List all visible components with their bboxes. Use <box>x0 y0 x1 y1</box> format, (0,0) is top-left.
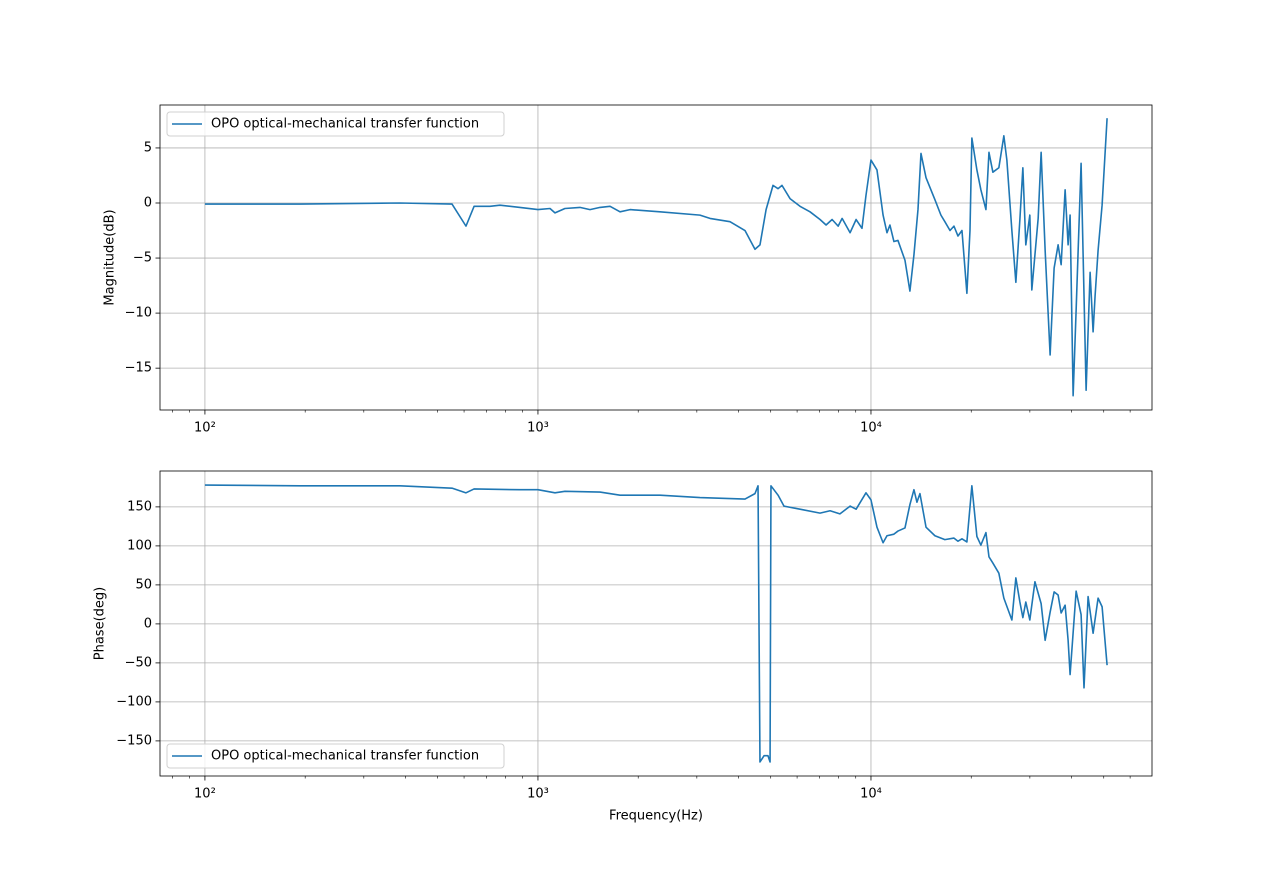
y-tick-label: 5 <box>144 140 152 155</box>
legend: OPO optical-mechanical transfer function <box>166 743 505 769</box>
legend: OPO optical-mechanical transfer function <box>166 111 505 137</box>
x-tick-label: 10² <box>194 421 216 436</box>
axes-frame <box>159 470 1153 777</box>
y-tick-label: 100 <box>127 538 152 553</box>
axes: 10² 10³ 10⁴ −150 −100 −50 0 50 100 150 Phase(deg) F… <box>93 470 1153 824</box>
y-tick-label: −10 <box>125 306 152 321</box>
x-tick-label: 10⁴ <box>860 421 882 436</box>
x-tick-label: 10² <box>194 787 216 802</box>
axes: 10² 10³ 10⁴ −15 −10 −5 0 5 Magnitude(dB) OPO opti… <box>103 104 1153 436</box>
y-tick-label: 50 <box>135 577 152 592</box>
x-tick-label: 10³ <box>527 421 549 436</box>
y-tick-label: 0 <box>144 195 152 210</box>
y-tick-label: 150 <box>127 499 152 514</box>
x-axis-label: Frequency(Hz) <box>609 809 703 824</box>
y-tick-label: −5 <box>133 251 152 266</box>
y-tick-label: 0 <box>144 616 152 631</box>
y-axis-label: Phase(deg) <box>93 587 108 660</box>
legend-label: OPO optical-mechanical transfer function <box>211 749 479 764</box>
legend-label: OPO optical-mechanical transfer function <box>211 117 479 132</box>
legend-box <box>166 111 505 137</box>
x-tick-label: 10³ <box>527 787 549 802</box>
data-line <box>204 118 1108 397</box>
axes-frame <box>159 104 1153 411</box>
y-tick-label: −150 <box>116 733 152 748</box>
y-axis-label: Magnitude(dB) <box>103 209 118 305</box>
x-tick-label: 10⁴ <box>860 787 882 802</box>
y-tick-label: −100 <box>116 694 152 709</box>
data-line <box>204 484 1108 763</box>
y-tick-label: −15 <box>125 361 152 376</box>
y-tick-label: −50 <box>125 655 152 670</box>
legend-box <box>166 743 505 769</box>
